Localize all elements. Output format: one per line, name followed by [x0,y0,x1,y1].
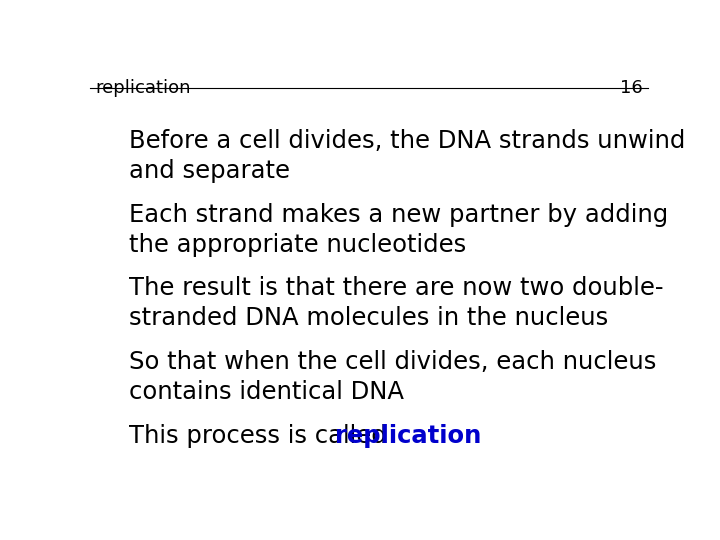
Text: The result is that there are now two double-: The result is that there are now two dou… [129,276,664,300]
Text: the appropriate nucleotides: the appropriate nucleotides [129,233,467,257]
Text: and separate: and separate [129,159,290,183]
Text: 16: 16 [620,79,642,97]
Text: Each strand makes a new partner by adding: Each strand makes a new partner by addin… [129,203,668,227]
Text: So that when the cell divides, each nucleus: So that when the cell divides, each nucl… [129,350,657,374]
Text: contains identical DNA: contains identical DNA [129,380,404,404]
Text: replication: replication [335,424,481,448]
Text: Before a cell divides, the DNA strands unwind: Before a cell divides, the DNA strands u… [129,129,685,153]
Text: stranded DNA molecules in the nucleus: stranded DNA molecules in the nucleus [129,306,608,330]
Text: replication: replication [96,79,191,97]
Text: This process is called: This process is called [129,424,395,448]
